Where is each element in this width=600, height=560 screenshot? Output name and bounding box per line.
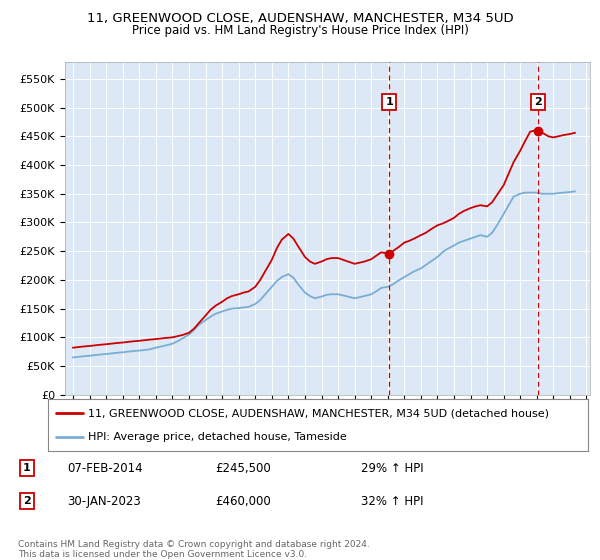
Bar xyxy=(389,62,590,395)
Text: 32% ↑ HPI: 32% ↑ HPI xyxy=(361,494,424,508)
Text: 11, GREENWOOD CLOSE, AUDENSHAW, MANCHESTER, M34 5UD (detached house): 11, GREENWOOD CLOSE, AUDENSHAW, MANCHEST… xyxy=(89,408,550,418)
Text: Price paid vs. HM Land Registry's House Price Index (HPI): Price paid vs. HM Land Registry's House … xyxy=(131,24,469,36)
Text: 29% ↑ HPI: 29% ↑ HPI xyxy=(361,461,424,475)
Text: 1: 1 xyxy=(23,463,31,473)
Text: 1: 1 xyxy=(386,97,393,107)
Text: 2: 2 xyxy=(23,496,31,506)
Text: 30-JAN-2023: 30-JAN-2023 xyxy=(67,494,141,508)
Text: £460,000: £460,000 xyxy=(216,494,271,508)
Text: £245,500: £245,500 xyxy=(216,461,271,475)
Text: 11, GREENWOOD CLOSE, AUDENSHAW, MANCHESTER, M34 5UD: 11, GREENWOOD CLOSE, AUDENSHAW, MANCHEST… xyxy=(86,12,514,25)
Text: 07-FEB-2014: 07-FEB-2014 xyxy=(67,461,143,475)
Text: 2: 2 xyxy=(534,97,542,107)
Text: HPI: Average price, detached house, Tameside: HPI: Average price, detached house, Tame… xyxy=(89,432,347,442)
Text: Contains HM Land Registry data © Crown copyright and database right 2024.
This d: Contains HM Land Registry data © Crown c… xyxy=(18,540,370,559)
